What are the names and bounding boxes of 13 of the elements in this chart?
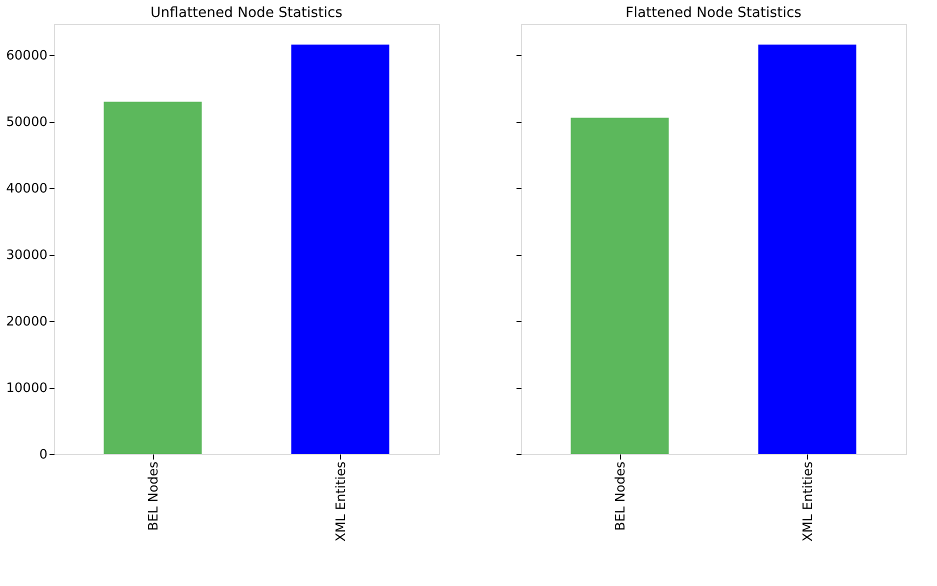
- x-tick-label: XML Entities: [334, 461, 349, 542]
- y-tick-label: 0: [39, 448, 48, 462]
- x-tick-label: BEL Nodes: [613, 461, 628, 531]
- chart-title: Flattened Node Statistics: [626, 5, 802, 21]
- y-tick-label: 40000: [6, 182, 48, 197]
- y-tick-label: 10000: [6, 381, 48, 396]
- y-tick-label: 20000: [6, 314, 48, 330]
- y-tick-label: 60000: [6, 48, 48, 64]
- x-tick-label: XML Entities: [800, 461, 816, 542]
- chart-title: Unflattened Node Statistics: [150, 5, 342, 21]
- x-tick-label: BEL Nodes: [146, 461, 162, 531]
- y-tick-label: 50000: [6, 115, 48, 130]
- y-tick-label: 30000: [6, 248, 48, 264]
